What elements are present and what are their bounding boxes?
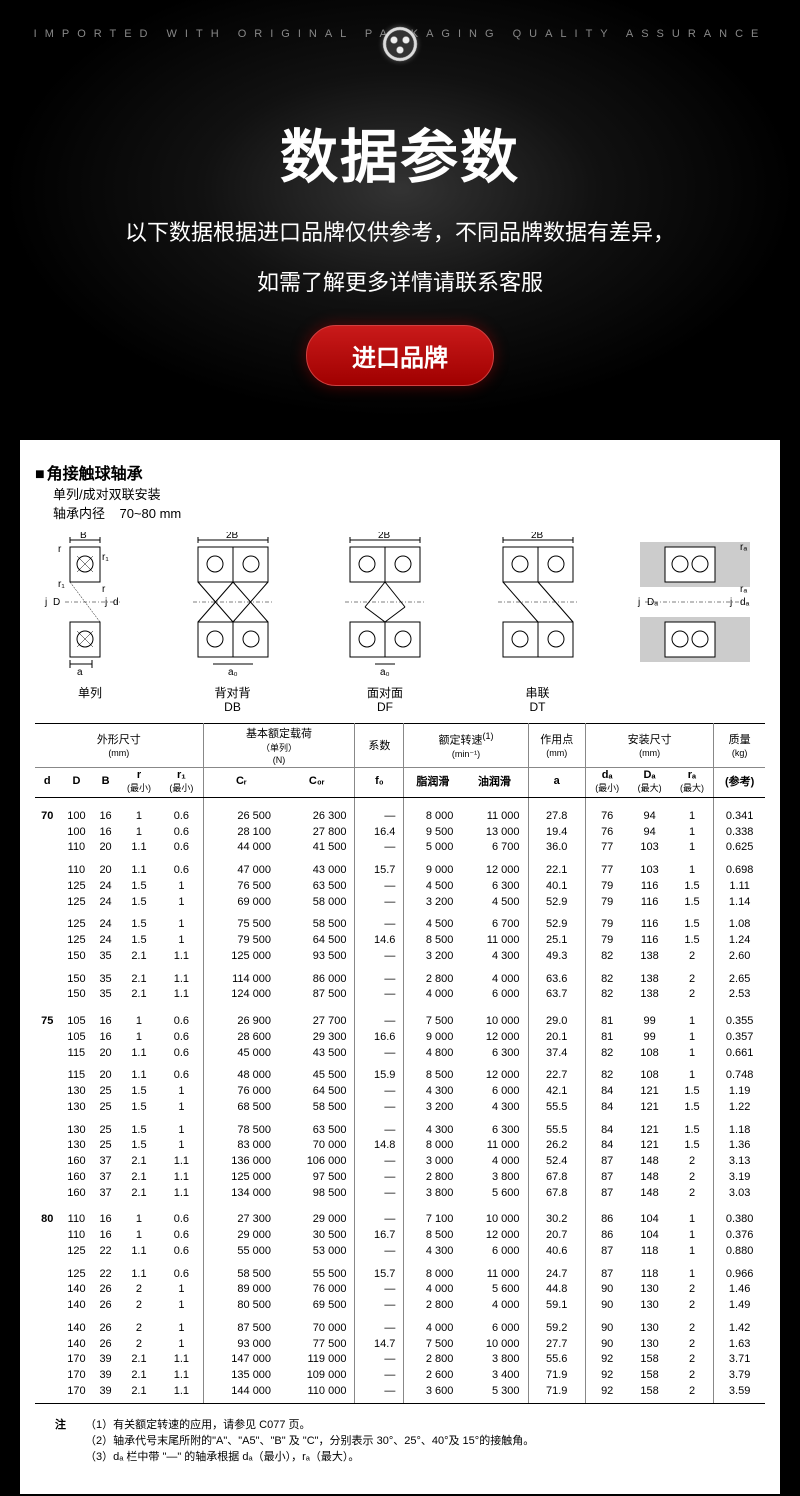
table-row: 1051610.628 60029 30016.69 00012 00020.1… [35, 1030, 765, 1046]
table-row: 160372.11.1125 00097 500—2 8003 80067.88… [35, 1170, 765, 1186]
svg-text:rₐ: rₐ [740, 542, 747, 553]
table-row: 130251.5168 50058 500—3 2004 30055.58412… [35, 1100, 765, 1116]
diagram-label: 串联DT [478, 686, 598, 715]
table-row: 170392.11.1147 000119 000—2 8003 80055.6… [35, 1352, 765, 1368]
table-row: 160372.11.1134 00098 500—3 8005 60067.88… [35, 1186, 765, 1202]
table-row: 110201.10.647 00043 00015.79 00012 00022… [35, 856, 765, 879]
svg-text:j: j [104, 597, 107, 608]
main-title: 数据参数 [0, 110, 800, 194]
table-row: 801101610.627 30029 000—7 10010 00030.28… [35, 1201, 765, 1228]
svg-text:D: D [53, 597, 60, 608]
svg-text:r: r [102, 584, 106, 595]
notes: 注（1）有关额定转速的应用，请参见 C077 页。 （2）轴承代号末尾所附的"A… [35, 1416, 765, 1464]
svg-text:j: j [729, 597, 732, 608]
svg-text:j: j [637, 597, 640, 608]
table-header: 外形尺寸(mm)基本额定载荷（单列）(N)系数额定转速(1)(min⁻¹)作用点… [35, 723, 765, 797]
diagram-single: B rr₁ r₁r jD jd a 单列 [40, 532, 140, 715]
table-row: 125241.5175 50058 500—4 5006 70052.97911… [35, 910, 765, 933]
table-row: 160372.11.1136 000106 000—3 0004 00052.4… [35, 1154, 765, 1170]
sheet-title: 角接触球轴承 [35, 460, 765, 484]
svg-text:dₐ: dₐ [740, 597, 750, 608]
subtitle-line2: 如需了解更多详情请联系客服 [0, 265, 800, 297]
table-row: 701001610.626 50026 300—8 00011 00027.87… [35, 797, 765, 824]
sheet-subtitle1: 单列/成对双联安装 [53, 484, 765, 503]
sheet-subtitle2: 轴承内径 70~80 mm [53, 503, 765, 522]
table-row: 170392.11.1135 000109 000—2 6003 40071.9… [35, 1368, 765, 1384]
table-row: 125241.5169 00058 000—3 2004 50052.97911… [35, 895, 765, 911]
svg-text:j: j [44, 597, 47, 608]
svg-text:2B: 2B [378, 532, 391, 541]
table-row: 140262187 50070 000—4 0006 00059.2901302… [35, 1314, 765, 1337]
diagram-label: 背对背DB [173, 686, 293, 715]
diagram-mounting: rₐrₐ jDₐ jdₐ [630, 532, 760, 715]
svg-text:d: d [113, 597, 119, 608]
table-row: 115201.10.648 00045 50015.98 50012 00022… [35, 1061, 765, 1084]
brand-button[interactable]: 进口品牌 [306, 325, 494, 386]
table-row: 130251.5183 00070 00014.88 00011 00026.2… [35, 1138, 765, 1154]
table-body: 701001610.626 50026 300—8 00011 00027.87… [35, 797, 765, 1403]
svg-text:r: r [58, 544, 62, 555]
svg-text:2B: 2B [531, 532, 544, 541]
table-row: 150352.11.1125 00093 500—3 2004 30049.38… [35, 949, 765, 965]
data-table: 外形尺寸(mm)基本额定载荷（单列）(N)系数额定转速(1)(min⁻¹)作用点… [35, 723, 765, 1404]
svg-text:r₁: r₁ [58, 579, 65, 590]
svg-text:a₀: a₀ [228, 667, 238, 678]
table-row: 140262180 50069 500—2 8004 00059.1901302… [35, 1298, 765, 1314]
svg-text:r₁: r₁ [102, 552, 109, 563]
diagram-df: 2B a₀ 面对面DF [325, 532, 445, 715]
table-row: 1101610.629 00030 50016.78 50012 00020.7… [35, 1228, 765, 1244]
diagrams-row: B rr₁ r₁r jD jd a 单列 2B [35, 532, 765, 715]
table-row: 125221.10.655 00053 000—4 3006 00040.687… [35, 1244, 765, 1260]
table-row: 110201.10.644 00041 500—5 0006 70036.077… [35, 840, 765, 856]
svg-text:2B: 2B [226, 532, 239, 541]
notes-label: 注 [55, 1416, 85, 1432]
table-row: 130251.5176 00064 500—4 3006 00042.18412… [35, 1084, 765, 1100]
spec-sheet: 角接触球轴承 单列/成对双联安装 轴承内径 70~80 mm B r r₁ r₁ r… [20, 440, 780, 1494]
table-row: 751051610.626 90027 700—7 50010 00029.08… [35, 1003, 765, 1030]
svg-text:rₐ: rₐ [740, 584, 747, 595]
subtitle-line1: 以下数据根据进口品牌仅供参考，不同品牌数据有差异， [0, 215, 800, 247]
table-row: 130251.5178 50063 500—4 3006 30055.58412… [35, 1116, 765, 1139]
table-row: 125241.5176 50063 500—4 5006 30040.17911… [35, 879, 765, 895]
diagram-dt: 2B 串联DT [478, 532, 598, 715]
diagram-label: 面对面DF [325, 686, 445, 715]
table-row: 1001610.628 10027 80016.49 50013 00019.4… [35, 825, 765, 841]
table-row: 115201.10.645 00043 500—4 8006 30037.482… [35, 1046, 765, 1062]
svg-text:a₀: a₀ [380, 667, 390, 678]
svg-text:a: a [77, 667, 83, 678]
svg-text:Dₐ: Dₐ [647, 597, 658, 608]
table-row: 150352.11.1124 00087 500—4 0006 00063.78… [35, 987, 765, 1003]
svg-text:B: B [80, 532, 87, 541]
gear-icon [380, 24, 420, 64]
diagram-label: 单列 [40, 686, 140, 700]
table-row: 170392.11.1144 000110 000—3 6005 30071.9… [35, 1384, 765, 1403]
table-row: 150352.11.1114 00086 000—2 8004 00063.68… [35, 965, 765, 988]
table-row: 125241.5179 50064 50014.68 50011 00025.1… [35, 933, 765, 949]
header-banner: IMPORTED WITH ORIGINAL PACKAGING QUALITY… [0, 0, 800, 420]
table-row: 140262193 00077 50014.77 50010 00027.790… [35, 1337, 765, 1353]
table-row: 140262189 00076 000—4 0005 60044.8901302… [35, 1282, 765, 1298]
diagram-db: 2B a₀ 背对背DB [173, 532, 293, 715]
table-row: 125221.10.658 50055 50015.78 00011 00024… [35, 1260, 765, 1283]
